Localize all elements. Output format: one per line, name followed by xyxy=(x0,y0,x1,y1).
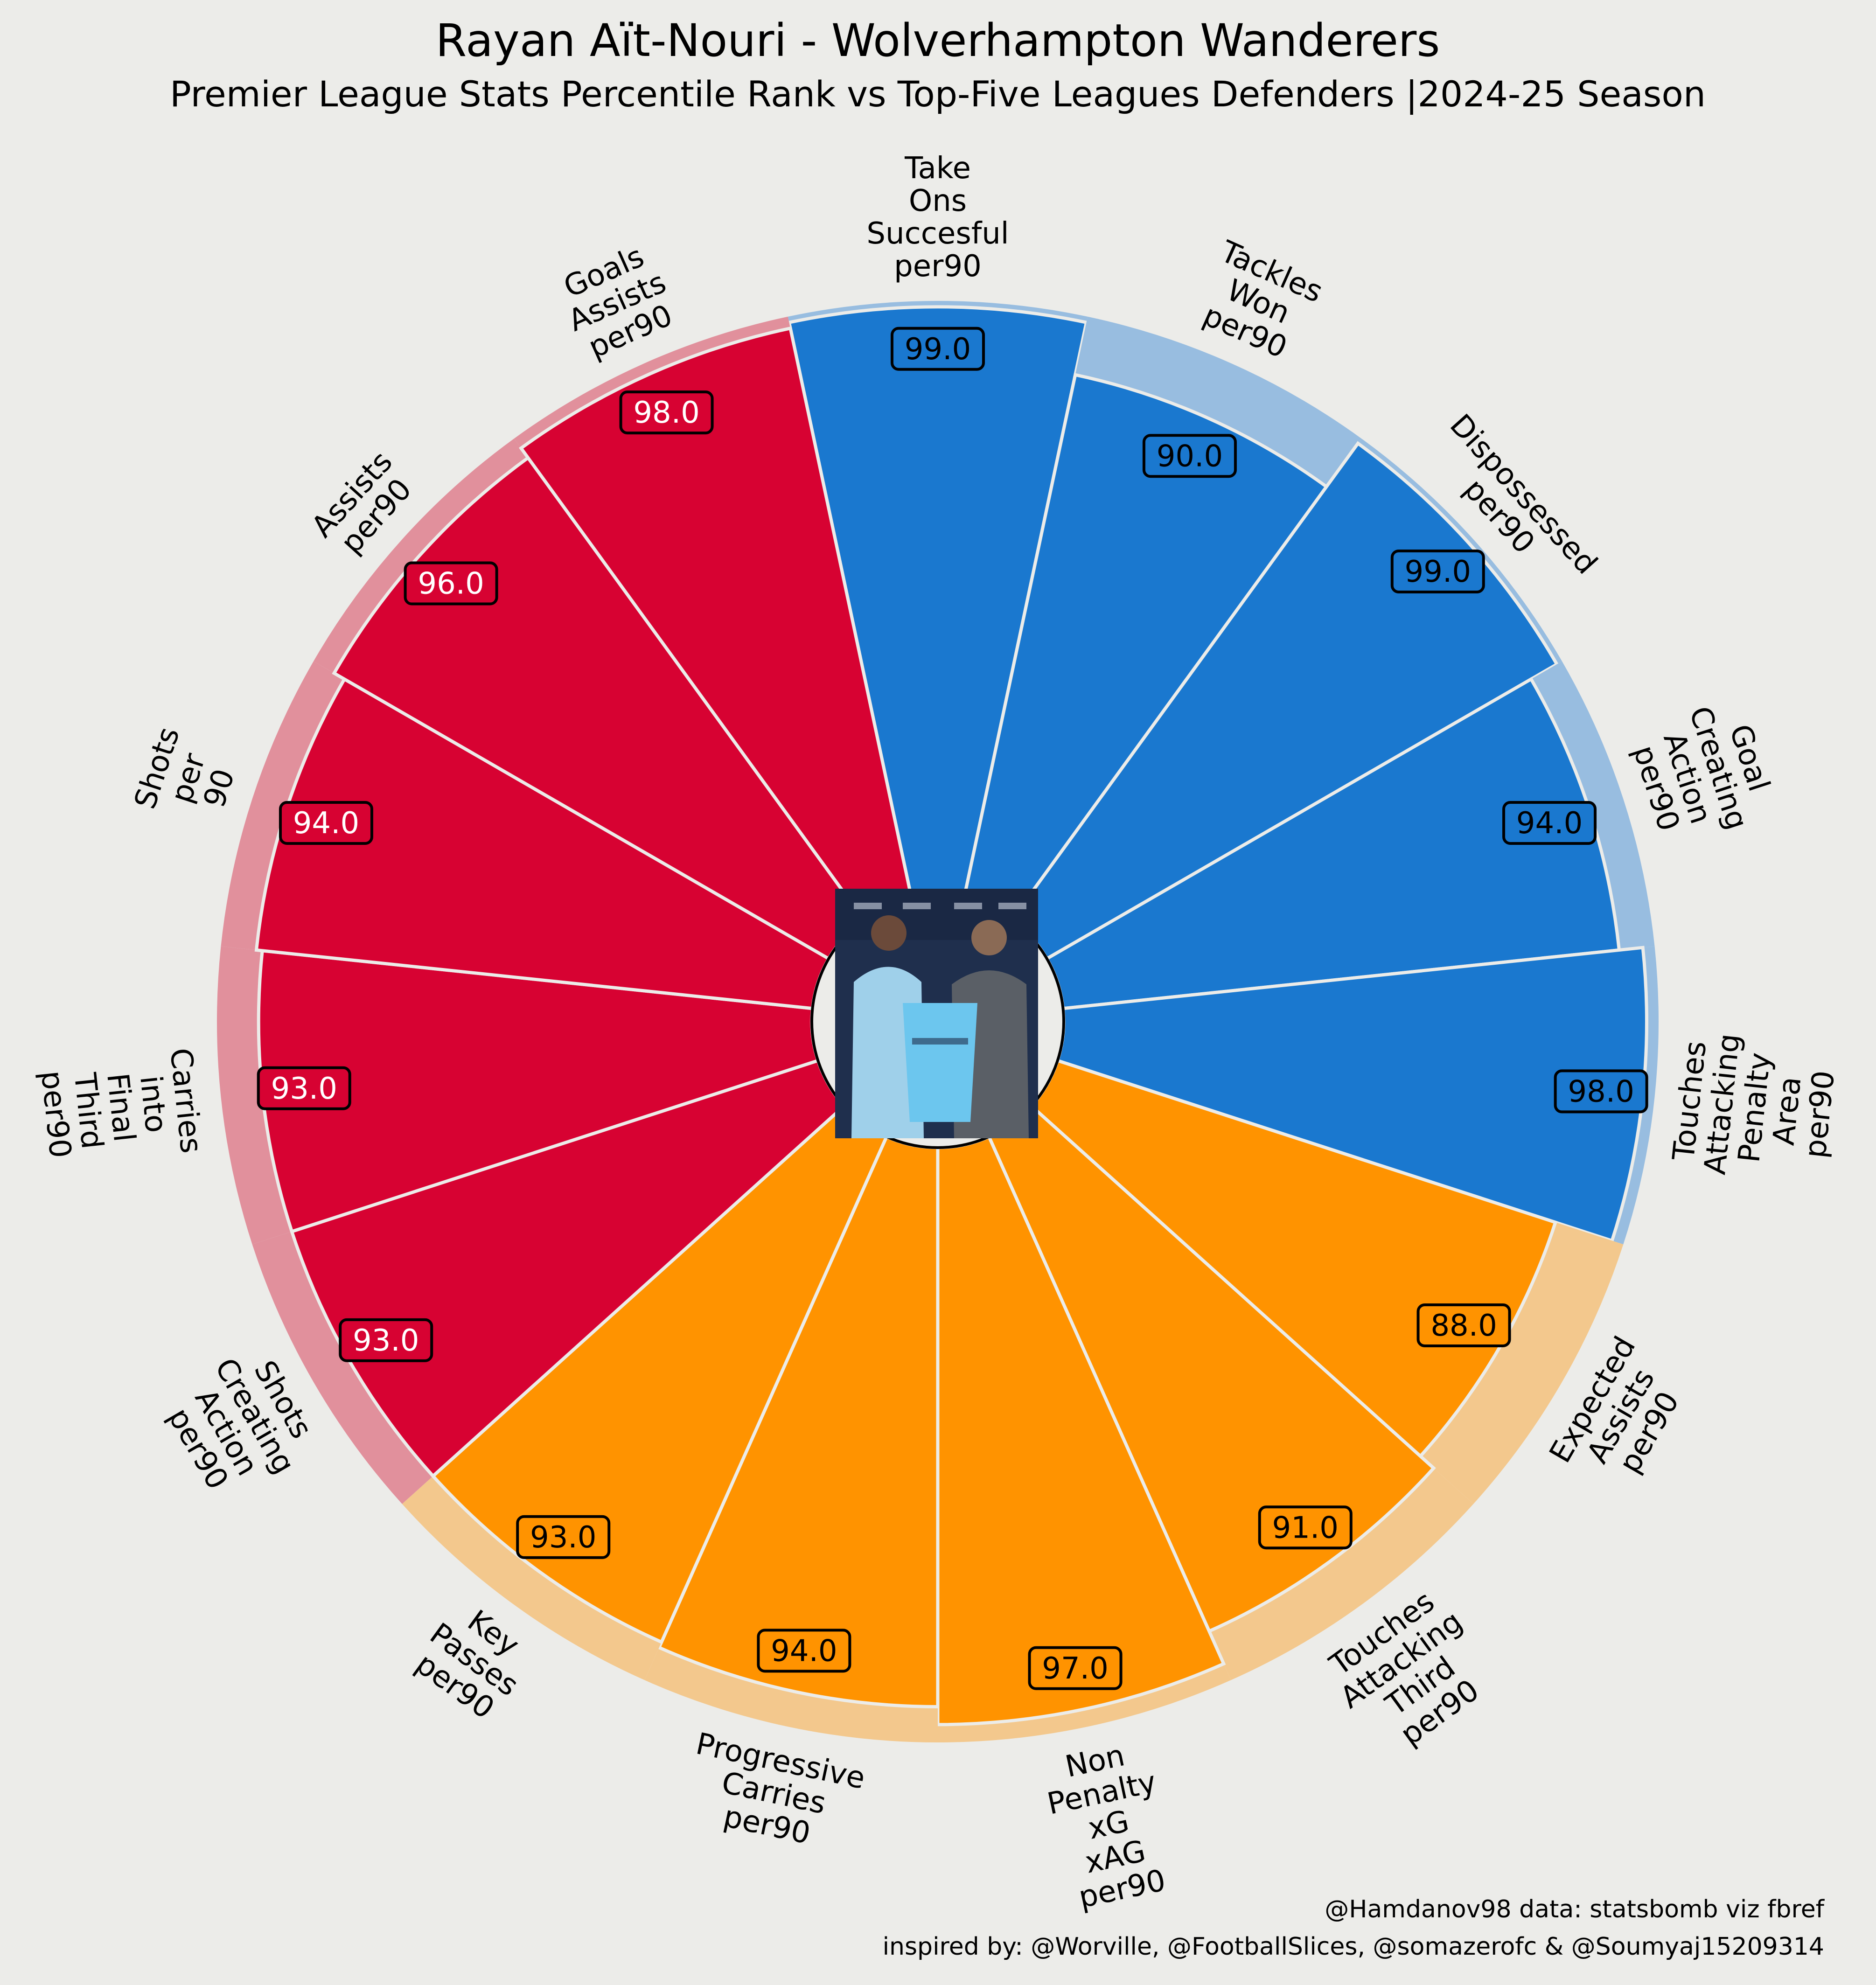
value-label-11: 93.0 xyxy=(257,1066,351,1110)
svg-text:94.0: 94.0 xyxy=(293,806,360,841)
category-label-7: NonPenaltyxGxAGper90 xyxy=(1038,1733,1180,1917)
value-label-13: 96.0 xyxy=(404,561,498,606)
value-label-6: 91.0 xyxy=(1258,1505,1353,1550)
svg-text:93.0: 93.0 xyxy=(353,1323,419,1358)
category-label-14: GoalsAssistsper90 xyxy=(550,236,684,369)
svg-text:96.0: 96.0 xyxy=(418,567,484,601)
value-label-9: 93.0 xyxy=(516,1515,611,1559)
credit-line-1: @Hamdanov98 data: statsbomb viz fbref xyxy=(1325,1895,1825,1923)
svg-text:91.0: 91.0 xyxy=(1272,1511,1339,1545)
svg-text:90.0: 90.0 xyxy=(1157,439,1223,474)
value-label-4: 98.0 xyxy=(1554,1069,1648,1114)
category-label-11: CarriesintoFinalThirdper90 xyxy=(33,1046,209,1169)
svg-text:99.0: 99.0 xyxy=(905,332,971,367)
chart-title: Rayan Aït-Nouri - Wolverhampton Wanderer… xyxy=(436,14,1440,67)
bars-layer: 99.0 90.0 99.0 94.0 98.0 88.0 91.0 97.0 94.0 93.0… xyxy=(216,301,1659,1742)
category-label-0: Take Ons Succesful per90 xyxy=(866,151,1009,284)
value-label-8: 94.0 xyxy=(757,1629,851,1673)
svg-text:98.0: 98.0 xyxy=(633,396,700,430)
value-label-3: 94.0 xyxy=(1502,801,1597,845)
category-label-8: ProgressiveCarriesper90 xyxy=(679,1727,868,1860)
player-photo xyxy=(835,889,1038,1138)
svg-text:99.0: 99.0 xyxy=(1405,555,1472,589)
svg-text:93.0: 93.0 xyxy=(271,1072,337,1106)
value-label-5: 88.0 xyxy=(1416,1303,1511,1347)
value-label-1: 90.0 xyxy=(1142,434,1237,478)
svg-text:97.0: 97.0 xyxy=(1042,1651,1109,1686)
value-label-7: 97.0 xyxy=(1028,1646,1123,1690)
svg-text:94.0: 94.0 xyxy=(771,1634,837,1668)
svg-text:93.0: 93.0 xyxy=(530,1520,597,1555)
category-label-4: TouchesAttackingPenaltyAreaper90 xyxy=(1665,1029,1844,1187)
category-label-3: GoalCreatingActionper90 xyxy=(1620,692,1785,854)
svg-text:88.0: 88.0 xyxy=(1430,1309,1497,1343)
category-label-10: ShotsCreatingActionper90 xyxy=(151,1336,329,1512)
svg-text:98.0: 98.0 xyxy=(1568,1074,1634,1109)
category-label-12: Shotsper90 xyxy=(128,723,249,833)
svg-text:94.0: 94.0 xyxy=(1516,806,1583,841)
value-label-14: 98.0 xyxy=(619,390,714,435)
chart-subtitle: Premier League Stats Percentile Rank vs … xyxy=(170,73,1706,115)
value-label-12: 94.0 xyxy=(279,801,373,845)
value-label-2: 99.0 xyxy=(1390,549,1485,593)
value-label-10: 93.0 xyxy=(339,1318,433,1362)
value-label-0: 99.0 xyxy=(891,327,985,371)
category-label-1: TacklesWonper90 xyxy=(1188,234,1327,369)
credit-line-2: inspired by: @Worville, @FootballSlices,… xyxy=(883,1933,1824,1961)
